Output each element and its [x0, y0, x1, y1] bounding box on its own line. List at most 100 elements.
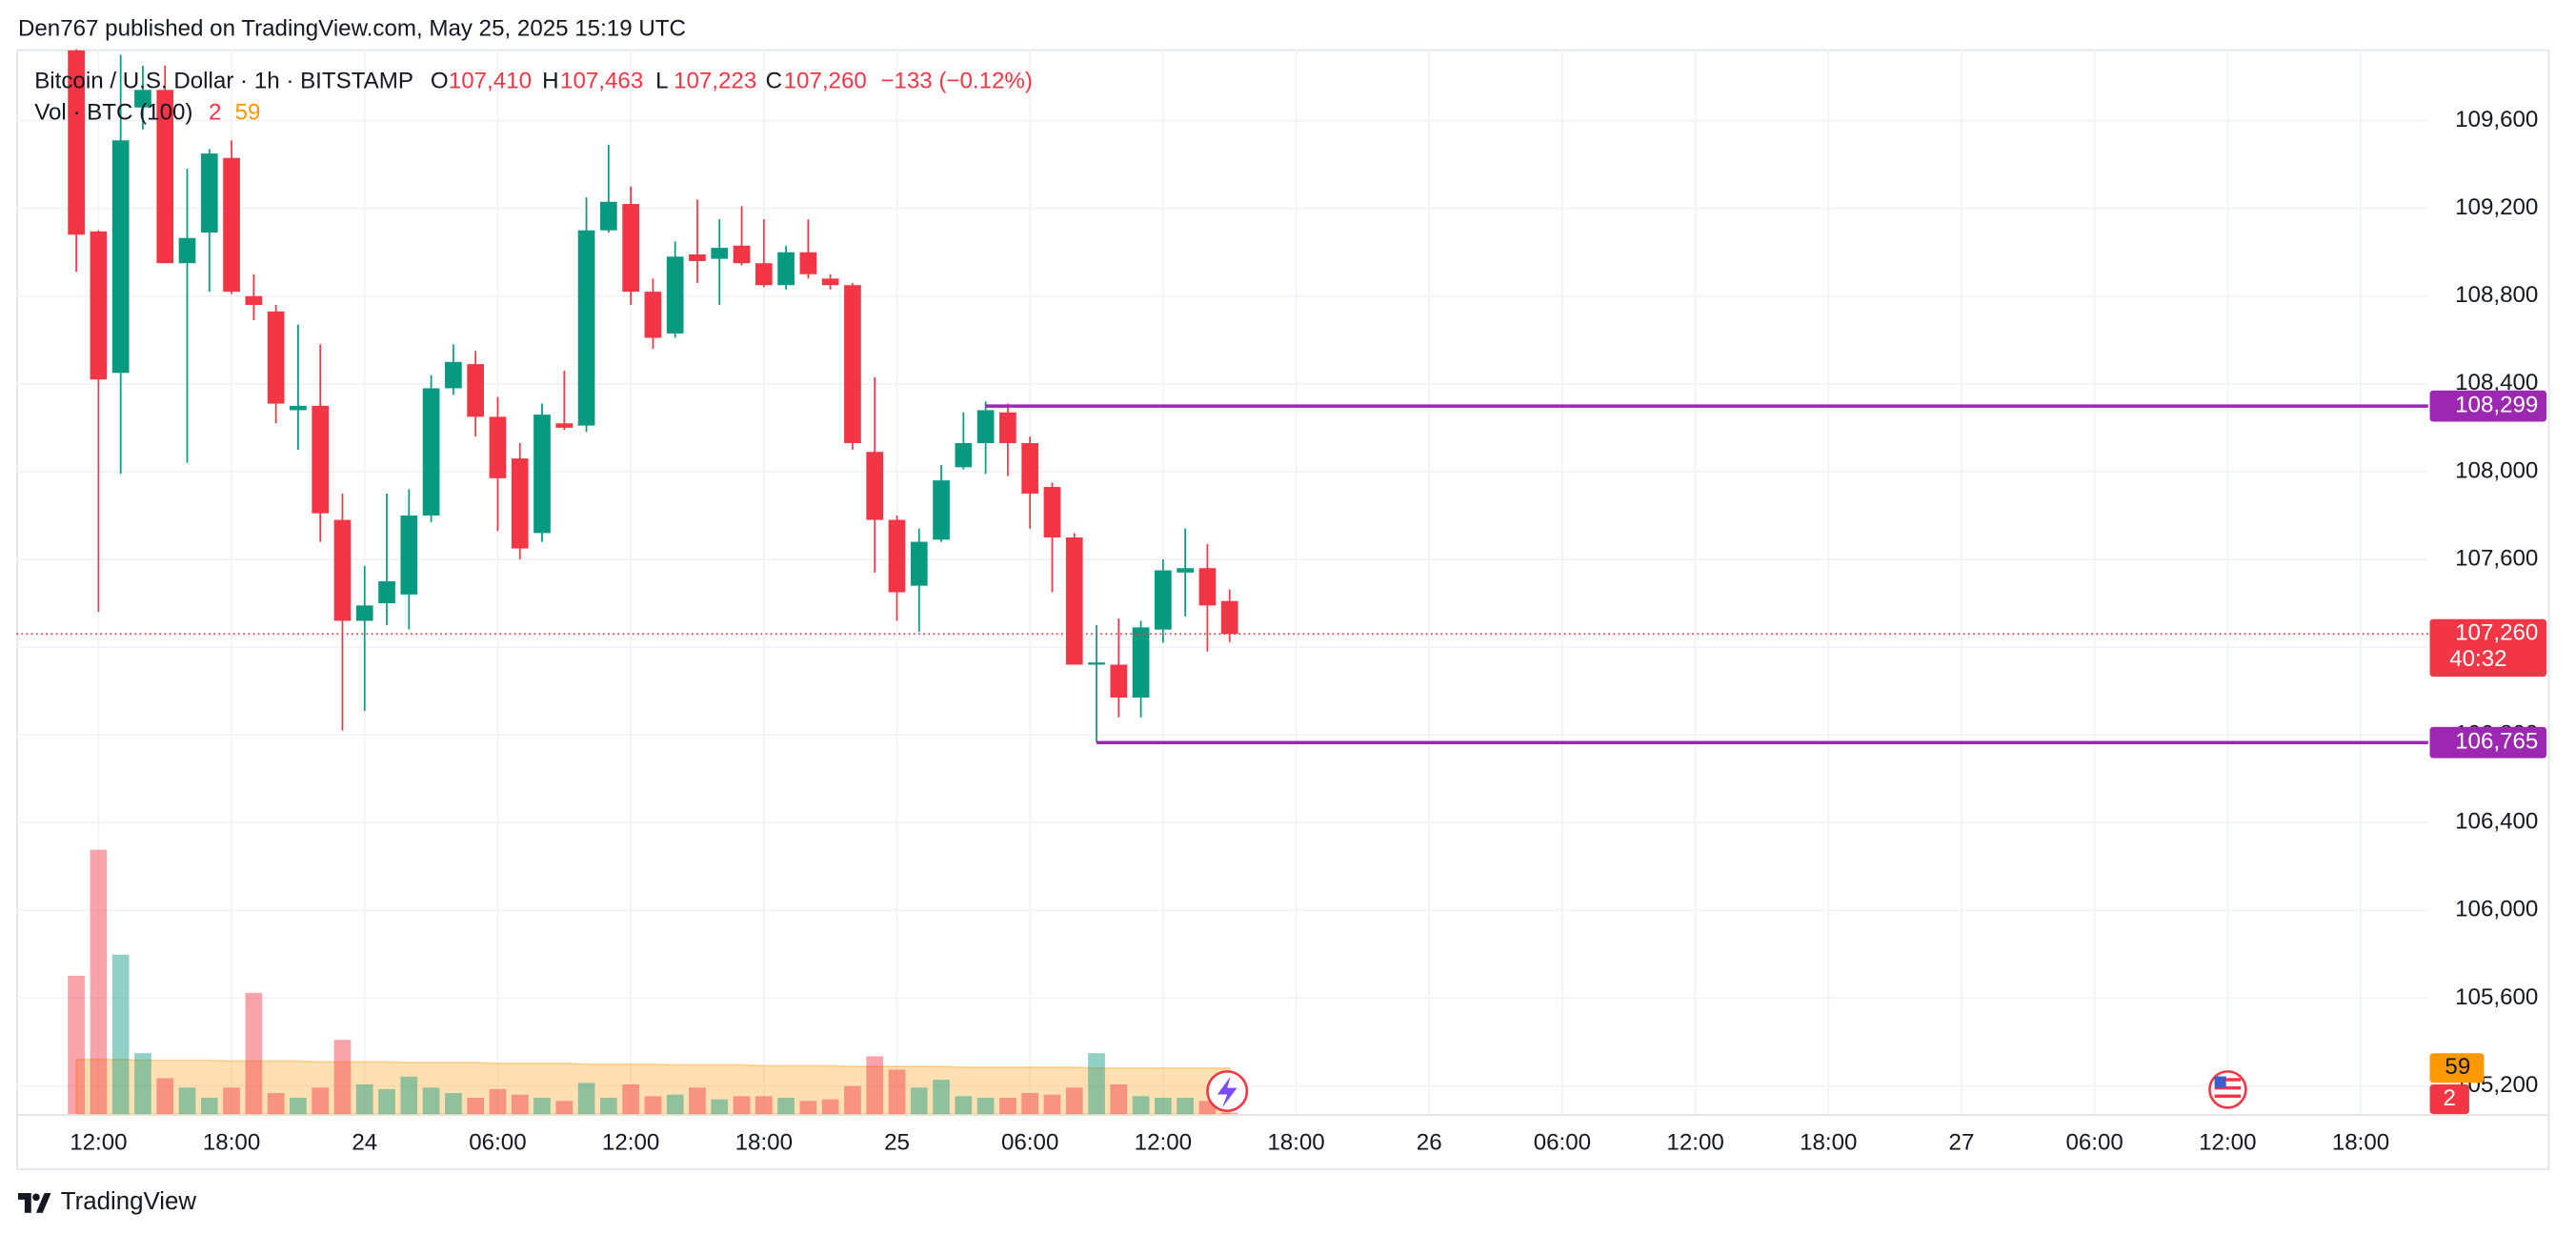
candle-body	[821, 278, 839, 286]
level-label: 108,299	[2455, 392, 2538, 417]
legend-change: −133 (−0.12%)	[880, 69, 1033, 94]
candle-body	[866, 452, 884, 520]
candle-body	[245, 295, 263, 305]
candle-body	[1043, 487, 1061, 537]
volume-bar	[1110, 1084, 1128, 1115]
y-tick-label: 107,600	[2455, 545, 2538, 571]
candle-body	[533, 415, 551, 534]
y-tick-label: 108,000	[2455, 457, 2538, 483]
volume-ma-value: 59	[235, 99, 261, 125]
volume-bar	[178, 1087, 196, 1115]
candle-body	[1065, 537, 1083, 665]
legend-key: H	[542, 69, 558, 94]
grid	[16, 49, 2428, 1115]
flag-canton	[2214, 1076, 2226, 1088]
footer-logo: TradingView	[17, 1188, 196, 1215]
legend-value: 107,223	[674, 69, 756, 94]
volume-bar	[577, 1083, 595, 1115]
candle-body	[355, 605, 373, 621]
volume-bar	[666, 1094, 684, 1115]
lightning-badge	[1206, 1070, 1249, 1113]
candle-body	[156, 90, 174, 264]
candle-body	[400, 515, 418, 595]
y-tick-label: 106,400	[2455, 809, 2538, 835]
x-tick-label: 18:00	[2332, 1130, 2389, 1156]
x-tick-label: 06:00	[469, 1130, 526, 1156]
candle-body	[711, 248, 729, 259]
volume-bar	[1155, 1097, 1172, 1115]
y-tick-label: 106,000	[2455, 897, 2538, 922]
candle-body	[1132, 627, 1150, 698]
volume-title: Vol · BTC (100)	[34, 99, 192, 125]
candle-body	[755, 263, 773, 286]
volume-bar	[422, 1087, 440, 1115]
lightning-icon	[1217, 1076, 1238, 1108]
candle-body	[1088, 662, 1105, 665]
candle-body	[489, 416, 507, 478]
candle-body	[134, 90, 151, 108]
volume-bar	[1043, 1094, 1061, 1115]
candle-body	[1155, 570, 1172, 630]
x-tick-label: 12:00	[1666, 1130, 1723, 1156]
candle-body	[1021, 442, 1039, 494]
candle-body	[666, 256, 684, 334]
candle-body	[622, 204, 639, 293]
volume-bar	[1065, 1087, 1083, 1115]
x-tick-label: 18:00	[1267, 1130, 1324, 1156]
candle-body	[267, 311, 285, 404]
volume-bar	[821, 1099, 839, 1115]
volume-ma-area	[75, 1058, 1231, 1115]
x-tick-label: 12:00	[602, 1130, 659, 1156]
x-tick-label: 18:00	[203, 1130, 260, 1156]
legend-key: O	[431, 69, 449, 94]
x-tick-label: 12:00	[70, 1130, 127, 1156]
candle-body	[599, 201, 617, 231]
volume-bar	[511, 1094, 529, 1115]
candle-body	[933, 480, 950, 540]
volume-bar	[711, 1099, 729, 1115]
candle-body	[888, 519, 906, 593]
y-tick-label: 109,600	[2455, 107, 2538, 132]
volume-bar	[200, 1097, 218, 1115]
volume-bar	[1220, 1112, 1238, 1115]
volume-bar	[644, 1096, 662, 1115]
y-tick-label: 109,200	[2455, 194, 2538, 220]
volume-bar	[1132, 1096, 1150, 1115]
volume-bar	[910, 1087, 928, 1115]
candle-body	[422, 388, 440, 516]
volume-bar	[999, 1097, 1016, 1115]
x-tick-label: 25	[884, 1130, 910, 1156]
legend-value: 107,410	[449, 69, 532, 94]
volume-bar	[445, 1093, 462, 1115]
x-tick-label: 18:00	[735, 1130, 793, 1156]
legend-key: C	[766, 69, 782, 94]
volume-bar	[799, 1101, 817, 1115]
volume-box	[2429, 1084, 2469, 1115]
volume-pane	[68, 849, 1238, 1115]
candle-body	[577, 230, 595, 426]
x-tick-label: 24	[352, 1130, 377, 1156]
x-tick-label: 12:00	[2199, 1130, 2256, 1156]
candle-body	[378, 581, 395, 604]
volume-bar	[1021, 1093, 1039, 1115]
last-price-label: 107,260	[2455, 620, 2538, 646]
volume-bar	[533, 1097, 551, 1115]
volume-bar	[90, 849, 108, 1115]
volume-bar	[555, 1101, 574, 1115]
volume-bar	[755, 1096, 773, 1115]
volume-value: 2	[209, 99, 221, 125]
volume-bar	[223, 1087, 240, 1115]
x-tick-label: 18:00	[1800, 1130, 1857, 1156]
volume-bar	[599, 1097, 617, 1115]
volume-bar	[933, 1080, 950, 1115]
volume-bar	[866, 1056, 884, 1115]
candle-body	[689, 254, 706, 261]
x-tick-label: 12:00	[1135, 1130, 1192, 1156]
volume-bar	[312, 1087, 330, 1115]
price-pane	[68, 49, 1238, 743]
volume-bar	[68, 975, 85, 1115]
candle-body	[312, 405, 330, 514]
volume-bar	[156, 1078, 174, 1115]
volume-bar	[333, 1040, 352, 1115]
